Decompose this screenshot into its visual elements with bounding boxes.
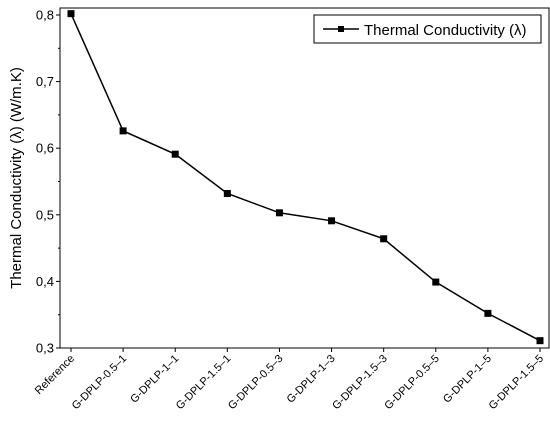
- x-tick-label: G-DPLP-0.5–1: [70, 353, 130, 413]
- legend: Thermal Conductivity (λ): [313, 14, 542, 44]
- y-tick-label: 0,3: [36, 341, 54, 356]
- data-point: [67, 10, 75, 18]
- series-layer: [67, 10, 544, 345]
- y-tick-label: 0,7: [36, 74, 54, 89]
- data-point: [536, 337, 544, 345]
- plot-frame: [59, 7, 550, 349]
- x-tick-label: G-DPLP-1–5: [441, 353, 494, 406]
- data-point: [380, 235, 388, 243]
- x-tick-label: G-DPLP-0.5–5: [382, 353, 442, 413]
- y-tick-label: 0,5: [36, 207, 54, 222]
- legend-label: Thermal Conductivity (λ): [364, 22, 527, 39]
- x-tick-label: G-DPLP-1.5–1: [174, 353, 234, 413]
- data-point: [223, 189, 231, 197]
- y-tick-label: 0,4: [36, 274, 54, 289]
- series-line: [70, 13, 541, 342]
- legend-marker: [338, 26, 344, 32]
- data-point: [484, 309, 492, 317]
- y-axis-title: Thermal Conductivity (λ) (W/m.K): [8, 67, 25, 289]
- x-tick-label: G-DPLP-1.5–5: [487, 353, 547, 413]
- y-tick-label: 0,6: [36, 141, 54, 156]
- x-tick-label: G-DPLP-1.5–3: [330, 353, 390, 413]
- x-tick-label: G-DPLP-0.5–3: [226, 353, 286, 413]
- data-point: [328, 217, 336, 225]
- data-point: [275, 209, 283, 217]
- x-tick-label: G-DPLP-1–1: [128, 353, 181, 406]
- data-point: [432, 278, 440, 286]
- x-tick-label: Reference: [33, 353, 77, 397]
- data-point: [119, 127, 127, 135]
- y-tick-label: 0,8: [36, 8, 54, 23]
- y-axis: 0,3 0,4 0,5 0,6 0,7 0,8: [36, 8, 60, 356]
- data-point: [171, 150, 179, 158]
- x-tick-label: G-DPLP-1–3: [285, 353, 338, 406]
